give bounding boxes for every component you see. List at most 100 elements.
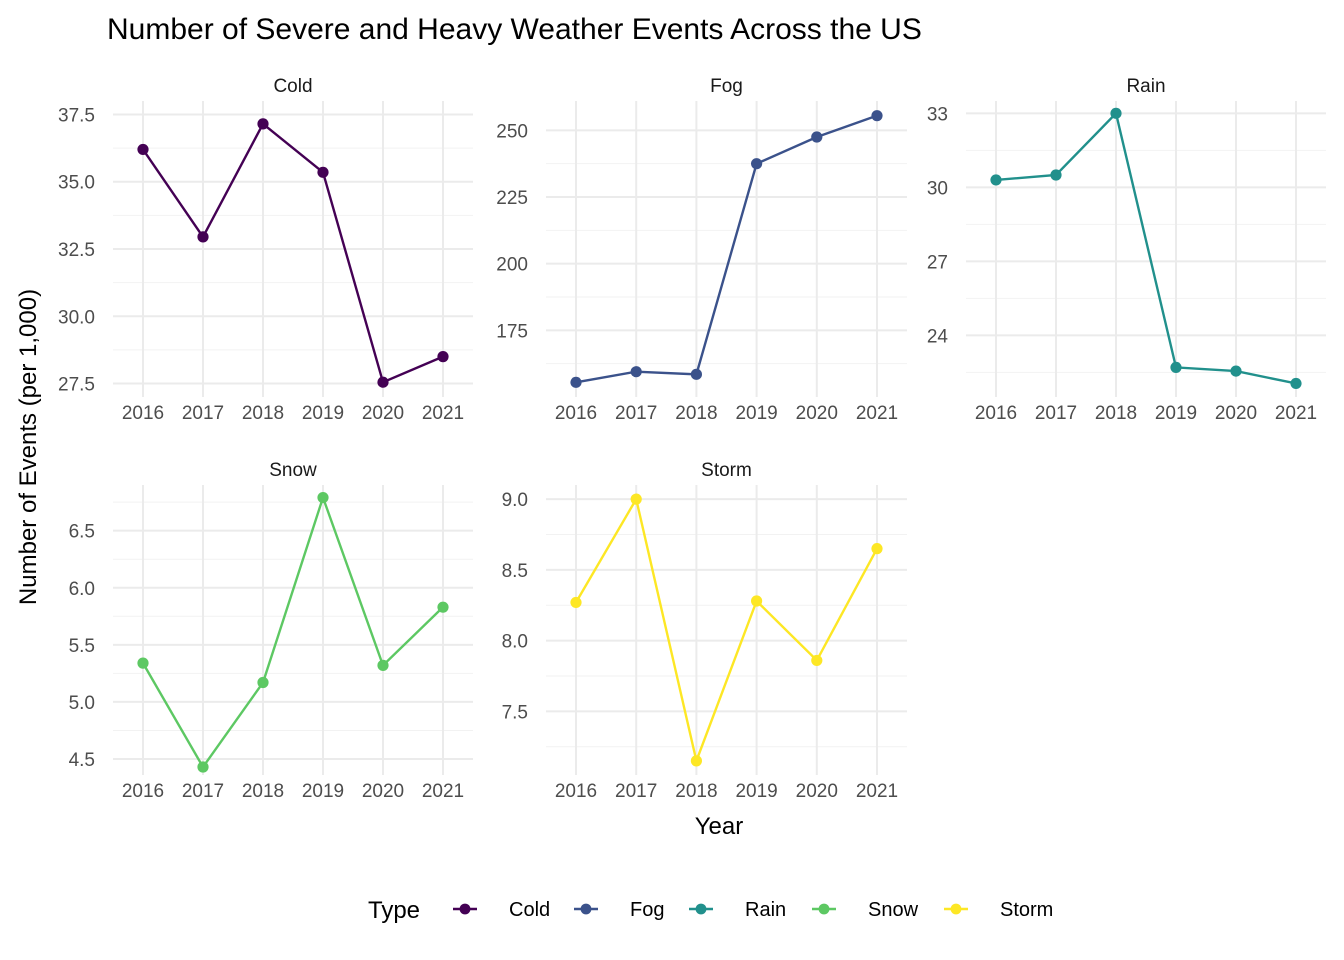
y-tick-label: 32.5 [58, 240, 95, 261]
data-point [137, 657, 149, 669]
legend-key-point [818, 903, 830, 915]
facet-label: Snow [269, 460, 317, 481]
x-tick-label: 2017 [1035, 403, 1077, 424]
data-point [1170, 361, 1182, 373]
legend-key-point [459, 903, 471, 915]
legend-label: Fog [630, 899, 664, 921]
facet-label: Fog [710, 76, 743, 97]
y-tick-label: 8.5 [502, 561, 528, 582]
data-point [1290, 377, 1302, 390]
y-tick-label: 250 [496, 121, 528, 142]
x-tick-label: 2018 [675, 403, 717, 424]
legend-title: Type [368, 897, 420, 924]
legend-key-point [695, 903, 707, 915]
data-point [437, 601, 449, 613]
x-tick-label: 2019 [302, 781, 344, 802]
panel-rain: 24 27 30 33 2016 2017 2018 2019 2020 2021 Rain [927, 76, 1326, 424]
x-tick-label: 2021 [422, 403, 464, 424]
y-tick-label: 30.0 [58, 307, 95, 328]
x-tick-label: 2020 [362, 403, 404, 424]
x-tick-label: 2016 [555, 781, 597, 802]
legend-item-storm: Storm [944, 899, 1053, 921]
x-tick-label: 2021 [1275, 403, 1317, 424]
x-tick-label: 2018 [1095, 403, 1137, 424]
legend-label: Rain [745, 899, 786, 921]
data-point [377, 376, 389, 388]
x-tick-label: 2017 [182, 781, 224, 802]
data-point [1110, 107, 1122, 119]
panel-snow: 4.5 5.0 5.5 6.0 6.5 2016 2017 2018 2019 2020 2021 S… [69, 460, 473, 802]
x-tick-label: 2019 [735, 403, 777, 424]
legend: Type Cold Fog Rain Snow Storm [368, 897, 1053, 924]
data-point [811, 131, 823, 143]
facet-panels: 27.5 30.0 32.5 35.0 37.5 2016 2017 2018 2019 2020… [58, 76, 1326, 802]
x-tick-label: 2018 [242, 403, 284, 424]
x-tick-label: 2021 [856, 403, 898, 424]
series-line-fog [575, 114, 878, 384]
data-point [871, 110, 883, 122]
x-tick-label: 2021 [422, 781, 464, 802]
y-tick-label: 27.5 [58, 375, 95, 396]
data-point [257, 676, 269, 689]
legend-item-snow: Snow [812, 899, 919, 921]
data-point [871, 543, 883, 555]
data-point [751, 158, 763, 170]
data-point [437, 351, 449, 363]
data-point [630, 493, 642, 505]
legend-item-cold: Cold [453, 899, 550, 921]
legend-key-point [580, 903, 592, 915]
y-tick-label: 5.5 [69, 636, 95, 657]
data-point [317, 166, 329, 178]
x-tick-label: 2019 [735, 781, 777, 802]
y-tick-label: 4.5 [69, 750, 95, 771]
panel-storm: 7.5 8.0 8.5 9.0 2016 2017 2018 2019 2020 2021 Stor… [502, 460, 907, 802]
y-tick-label: 175 [496, 321, 528, 342]
data-point [811, 654, 823, 667]
x-tick-label: 2019 [1155, 403, 1197, 424]
y-tick-label: 24 [927, 326, 949, 347]
series-line-storm [574, 495, 879, 765]
legend-label: Storm [1000, 899, 1053, 921]
y-tick-label: 225 [496, 188, 528, 209]
y-tick-label: 27 [927, 252, 948, 273]
y-tick-label: 30 [927, 178, 948, 199]
series-line-rain [995, 110, 1297, 385]
panel-cold: 27.5 30.0 32.5 35.0 37.5 2016 2017 2018 2019 2020… [58, 76, 473, 424]
panel-fog: 175 200 225 250 2016 2017 2018 2019 2020 2021 Fog [496, 76, 907, 424]
x-tick-label: 2020 [362, 781, 404, 802]
data-point [690, 755, 703, 767]
x-tick-label: 2020 [1215, 403, 1257, 424]
data-point [690, 368, 703, 380]
x-tick-label: 2017 [182, 403, 224, 424]
data-point [317, 491, 329, 504]
y-tick-label: 9.0 [502, 490, 528, 511]
y-tick-label: 37.5 [58, 105, 95, 126]
x-axis-title: Year [695, 813, 744, 840]
series-line-snow [141, 493, 444, 770]
data-point [751, 595, 763, 607]
data-point [197, 761, 209, 773]
data-point [137, 143, 149, 156]
y-axis-title: Number of Events (per 1,000) [15, 289, 42, 605]
x-tick-label: 2020 [796, 781, 838, 802]
data-point [257, 118, 269, 130]
x-tick-label: 2016 [975, 403, 1017, 424]
y-tick-label: 6.5 [69, 522, 95, 543]
data-point [570, 376, 582, 388]
x-tick-label: 2018 [242, 781, 284, 802]
data-point [197, 231, 209, 243]
data-point [1230, 365, 1242, 377]
legend-item-fog: Fog [574, 899, 664, 921]
data-point [570, 596, 582, 609]
x-tick-label: 2020 [796, 403, 838, 424]
data-point [377, 659, 389, 671]
data-point [990, 174, 1002, 186]
y-tick-label: 35.0 [58, 173, 95, 194]
y-tick-label: 6.0 [69, 579, 95, 600]
facet-label: Storm [701, 460, 752, 481]
y-tick-label: 8.0 [502, 632, 528, 653]
x-tick-label: 2016 [122, 403, 164, 424]
legend-label: Cold [509, 899, 550, 921]
facet-label: Rain [1126, 76, 1165, 97]
y-tick-label: 5.0 [69, 693, 95, 714]
